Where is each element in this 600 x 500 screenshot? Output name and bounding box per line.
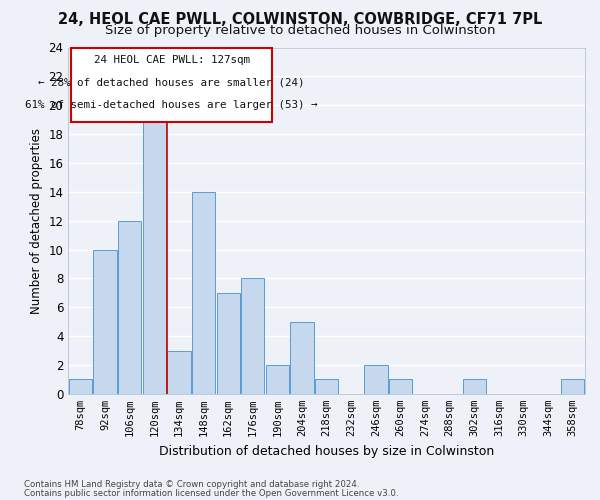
FancyBboxPatch shape — [71, 48, 272, 122]
Bar — [266, 365, 289, 394]
Bar — [463, 380, 486, 394]
Bar — [118, 220, 142, 394]
Bar — [167, 350, 191, 394]
Text: 24 HEOL CAE PWLL: 127sqm: 24 HEOL CAE PWLL: 127sqm — [94, 56, 250, 66]
Bar — [192, 192, 215, 394]
Bar — [561, 380, 584, 394]
Text: Contains HM Land Registry data © Crown copyright and database right 2024.: Contains HM Land Registry data © Crown c… — [24, 480, 359, 489]
Bar — [69, 380, 92, 394]
Text: 24, HEOL CAE PWLL, COLWINSTON, COWBRIDGE, CF71 7PL: 24, HEOL CAE PWLL, COLWINSTON, COWBRIDGE… — [58, 12, 542, 28]
Text: Contains public sector information licensed under the Open Government Licence v3: Contains public sector information licen… — [24, 489, 398, 498]
Bar — [217, 293, 240, 394]
Bar — [389, 380, 412, 394]
Text: ← 28% of detached houses are smaller (24): ← 28% of detached houses are smaller (24… — [38, 78, 305, 88]
Text: 61% of semi-detached houses are larger (53) →: 61% of semi-detached houses are larger (… — [25, 100, 318, 110]
Bar — [143, 105, 166, 394]
Bar — [290, 322, 314, 394]
Bar — [241, 278, 265, 394]
Bar — [315, 380, 338, 394]
Bar — [364, 365, 388, 394]
Y-axis label: Number of detached properties: Number of detached properties — [30, 128, 43, 314]
Bar — [94, 250, 117, 394]
X-axis label: Distribution of detached houses by size in Colwinston: Distribution of detached houses by size … — [159, 444, 494, 458]
Text: Size of property relative to detached houses in Colwinston: Size of property relative to detached ho… — [105, 24, 495, 37]
